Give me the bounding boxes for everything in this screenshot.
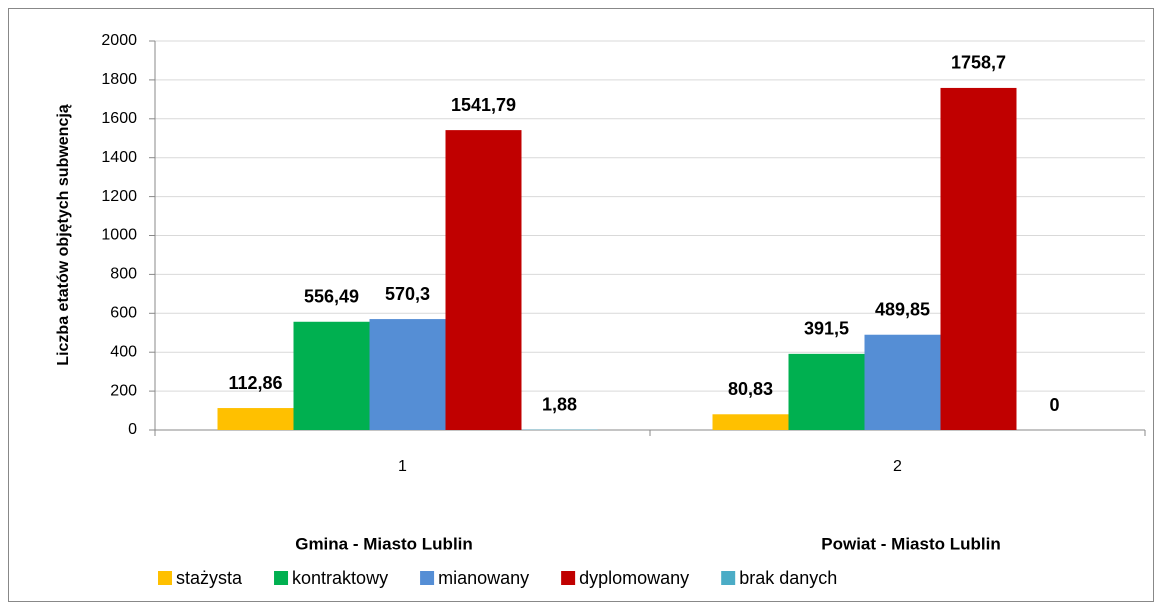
legend-swatch — [274, 571, 288, 585]
legend-label: kontraktowy — [292, 568, 388, 588]
legend-swatch — [721, 571, 735, 585]
legend-label: mianowany — [438, 568, 529, 588]
data-label: 570,3 — [385, 284, 430, 304]
y-tick-label: 400 — [110, 343, 137, 360]
legend-label: brak danych — [739, 568, 837, 588]
category-group-label: Gmina - Miasto Lublin — [295, 534, 473, 553]
data-label: 1758,7 — [951, 53, 1006, 73]
bar — [713, 414, 789, 430]
y-axis-label: Liczba etatów objętych subwencją — [55, 104, 72, 365]
data-label: 1541,79 — [451, 95, 516, 115]
y-tick-label: 1400 — [101, 149, 137, 166]
bar — [218, 408, 294, 430]
legend-swatch — [561, 571, 575, 585]
data-label: 0 — [1049, 395, 1059, 415]
y-tick-label: 200 — [110, 382, 137, 399]
legend-swatch — [158, 571, 172, 585]
legend-label: stażysta — [176, 568, 243, 588]
bar — [446, 130, 522, 430]
y-tick-label: 1800 — [101, 71, 137, 88]
data-label: 556,49 — [304, 287, 359, 307]
bar — [865, 335, 941, 430]
y-tick-label: 600 — [110, 305, 137, 322]
x-tick-label: 2 — [893, 458, 902, 475]
data-label: 80,83 — [728, 379, 773, 399]
bar — [370, 319, 446, 430]
data-label: 112,86 — [228, 373, 282, 393]
bar — [941, 88, 1017, 430]
bar — [789, 354, 865, 430]
y-tick-label: 1200 — [101, 188, 137, 205]
y-tick-label: 0 — [128, 421, 137, 438]
data-label: 391,5 — [804, 319, 849, 339]
bar — [294, 322, 370, 430]
data-label: 1,88 — [542, 394, 577, 414]
legend-label: dyplomowany — [579, 568, 689, 588]
legend-swatch — [420, 571, 434, 585]
data-label: 489,85 — [875, 299, 930, 319]
y-tick-label: 1600 — [101, 110, 137, 127]
y-tick-label: 1000 — [101, 227, 137, 244]
category-group-label: Powiat - Miasto Lublin — [821, 534, 1000, 553]
y-tick-label: 2000 — [101, 32, 137, 49]
y-tick-label: 800 — [110, 266, 137, 283]
x-tick-label: 1 — [398, 458, 407, 475]
